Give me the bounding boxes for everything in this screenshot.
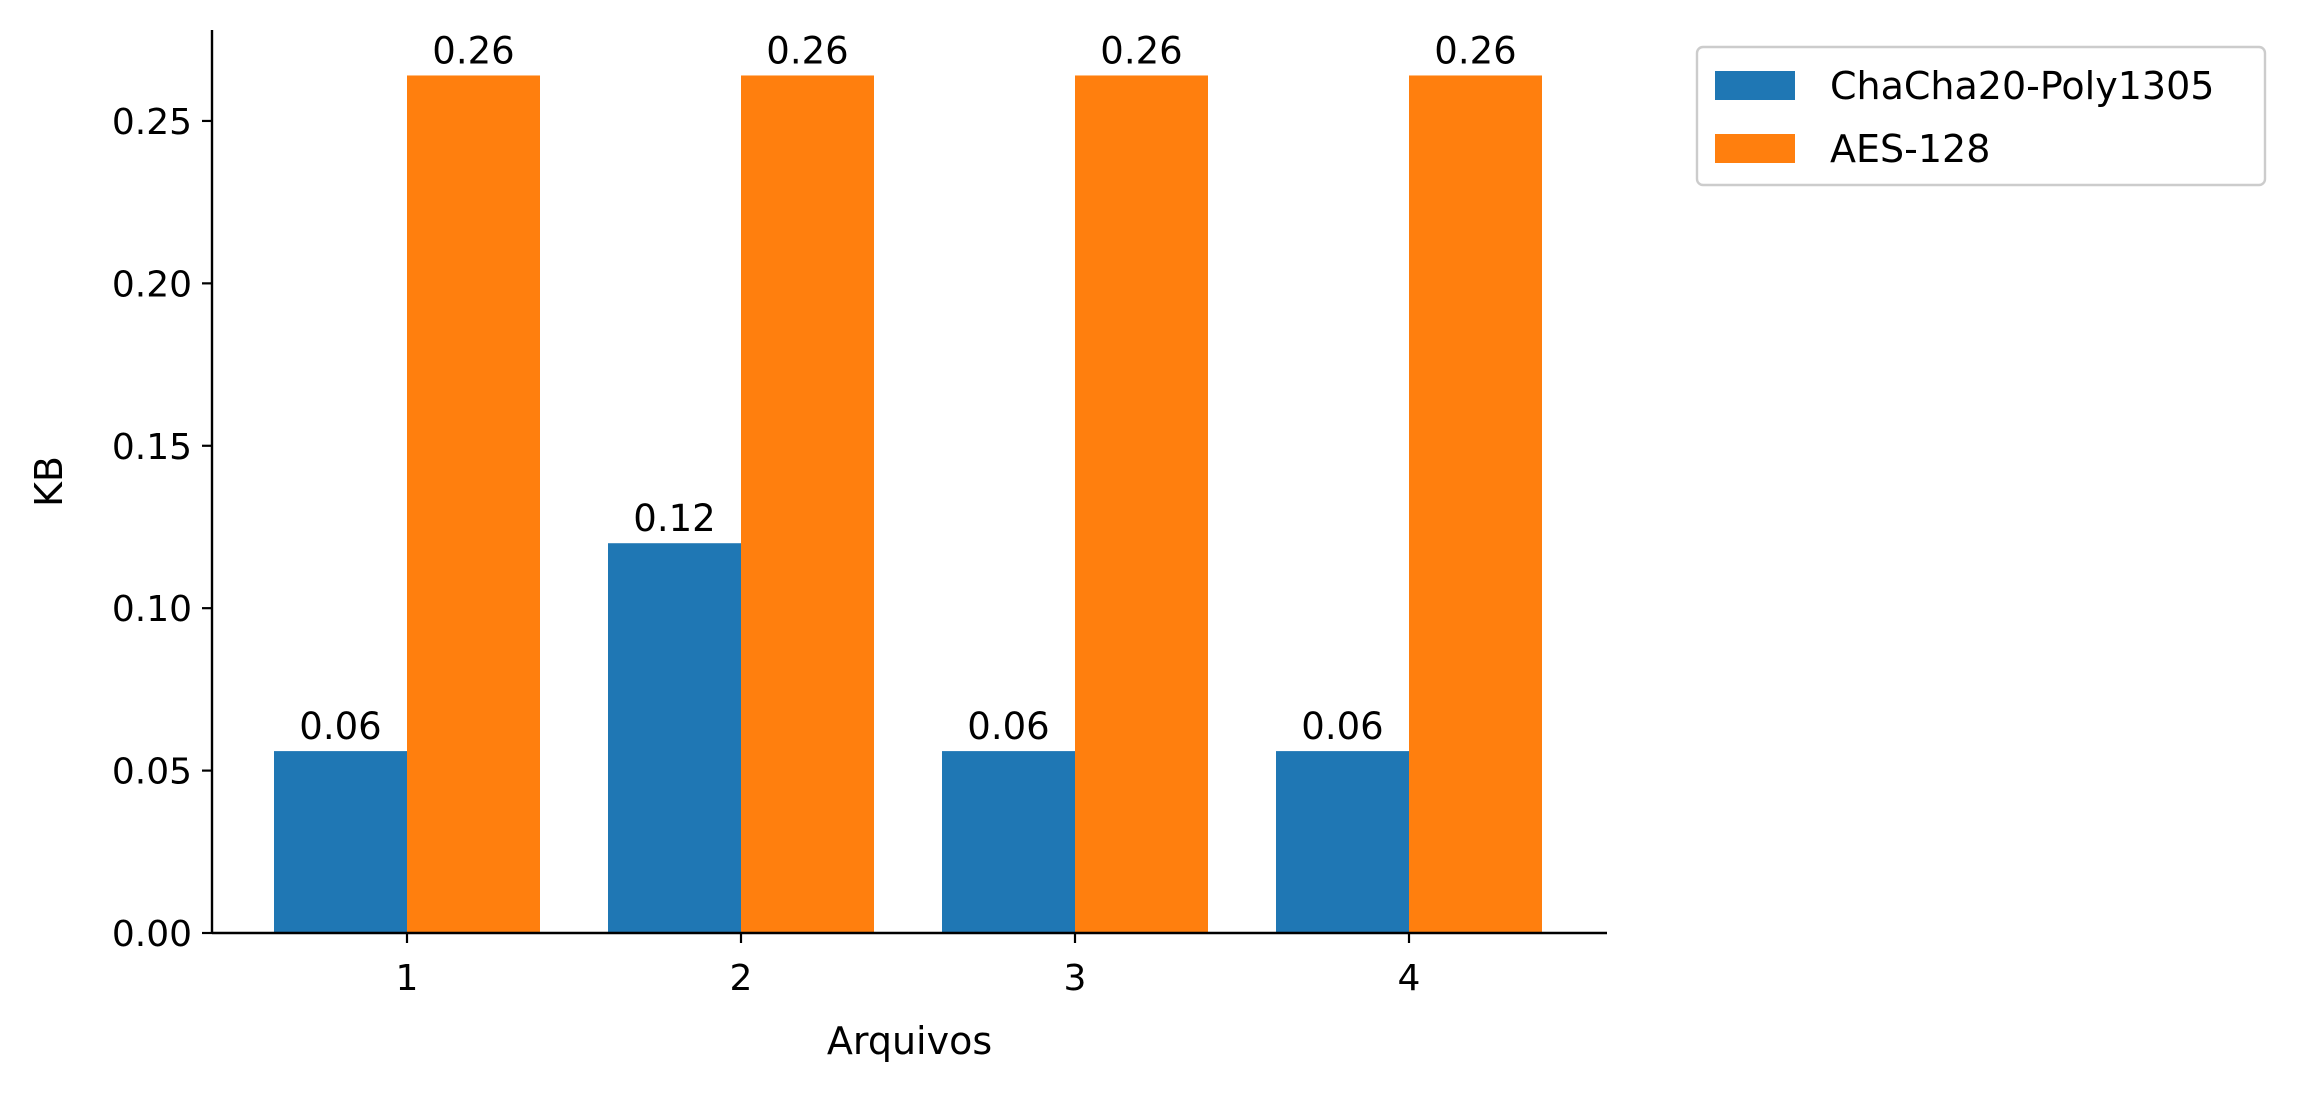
axes-layer: 0.00 0.05 0.10 0.15 0.20 0.25 1 2 3 4 — [112, 30, 1607, 999]
data-label: 0.26 — [1434, 29, 1516, 72]
legend-swatch — [1715, 134, 1795, 163]
data-label: 0.26 — [432, 29, 514, 72]
x-axis-title: Arquivos — [827, 1019, 992, 1063]
bar-chacha20-poly1305-4 — [1276, 751, 1409, 933]
data-label: 0.26 — [1100, 29, 1182, 72]
data-label: 0.12 — [633, 497, 715, 540]
data-label: 0.06 — [299, 705, 381, 748]
y-tick-label: 0.15 — [112, 427, 192, 468]
bar-aes-128-4 — [1409, 75, 1542, 933]
legend-label: ChaCha20-Poly1305 — [1830, 64, 2214, 108]
bar-aes-128-2 — [741, 75, 874, 933]
legend: ChaCha20-Poly1305 AES-128 — [1695, 45, 2267, 187]
y-tick-label: 0.00 — [112, 914, 192, 955]
y-tick-label: 0.20 — [112, 264, 192, 305]
x-tick-label: 4 — [1398, 958, 1421, 999]
labels-layer: 0.06 0.12 0.06 0.06 0.26 0.26 0.26 0.26 — [299, 29, 1516, 748]
x-tick-label: 2 — [730, 958, 753, 999]
bars-layer — [274, 75, 1542, 933]
bar-chacha20-poly1305-3 — [942, 751, 1075, 933]
y-tick-label: 0.25 — [112, 102, 192, 143]
data-label: 0.06 — [967, 705, 1049, 748]
bar-chacha20-poly1305-1 — [274, 751, 407, 933]
y-tick-label: 0.05 — [112, 752, 192, 793]
bar-chacha20-poly1305-2 — [608, 543, 741, 933]
x-tick-label: 3 — [1064, 958, 1087, 999]
y-tick-label: 0.10 — [112, 589, 192, 630]
data-label: 0.26 — [766, 29, 848, 72]
legend-swatch — [1715, 71, 1795, 100]
bar-aes-128-3 — [1075, 75, 1208, 933]
data-label: 0.06 — [1301, 705, 1383, 748]
legend-label: AES-128 — [1830, 127, 1990, 171]
legend-box — [1695, 45, 2267, 187]
x-tick-label: 1 — [396, 958, 419, 999]
bar-aes-128-1 — [407, 75, 540, 933]
y-axis-title: KB — [27, 456, 71, 507]
